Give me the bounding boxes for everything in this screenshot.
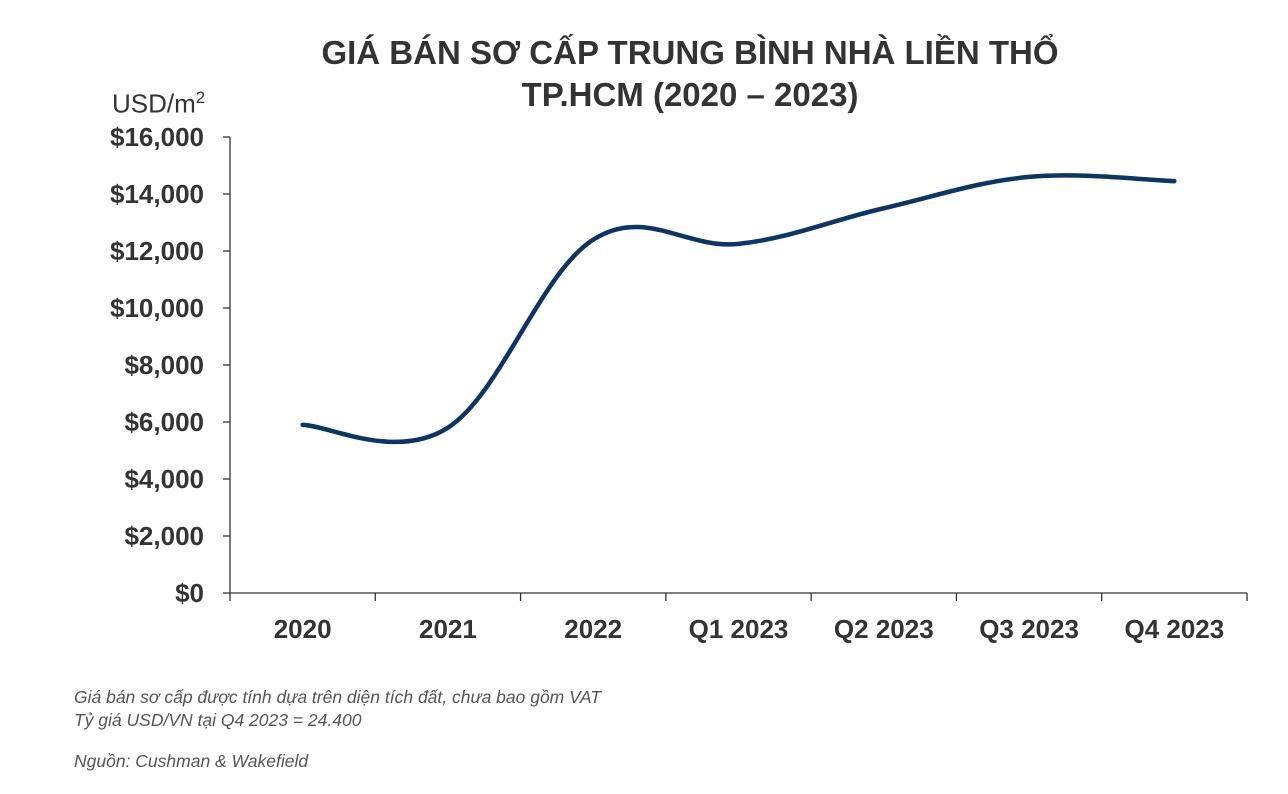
x-tick-label: Q4 2023: [1124, 614, 1224, 644]
x-tick-label: Q3 2023: [979, 614, 1079, 644]
y-tick-label: $16,000: [110, 122, 204, 152]
x-tick-label: Q1 2023: [689, 614, 789, 644]
x-tick-label: 2022: [564, 614, 622, 644]
chart-title-line-2: TP.HCM (2020 – 2023): [521, 76, 859, 113]
y-axis-unit-superscript: 2: [195, 88, 206, 107]
y-tick-label: $10,000: [110, 293, 204, 323]
y-tick-label: $0: [175, 578, 204, 608]
chart-title-line-1: GIÁ BÁN SƠ CẤP TRUNG BÌNH NHÀ LIỀN THỔ: [321, 34, 1059, 71]
chart-axes: [229, 137, 1247, 594]
y-tick-label: $8,000: [124, 350, 204, 380]
y-tick-label: $4,000: [124, 464, 204, 494]
y-tick-label: $2,000: [124, 521, 204, 551]
x-tick-label: 2020: [274, 614, 332, 644]
y-axis-ticks: $0 $2,000 $4,000 $6,000 $8,000 $10,000 $12,000…: [110, 122, 230, 608]
note-line-1: Giá bán sơ cấp được tính dựa trên diện t…: [74, 687, 601, 707]
y-axis-unit: USD/m2: [112, 88, 205, 120]
series-line: [300, 173, 1177, 445]
x-tick-label: 2021: [419, 614, 477, 644]
y-tick-label: $12,000: [110, 236, 204, 266]
y-tick-label: $6,000: [124, 407, 204, 437]
y-axis-unit-text: USD/m: [112, 88, 196, 119]
y-tick-label: $14,000: [110, 179, 204, 209]
chart-title: GIÁ BÁN SƠ CẤP TRUNG BÌNH NHÀ LIỀN THỔ T…: [230, 32, 1150, 116]
chart-notes: Giá bán sơ cấp được tính dựa trên diện t…: [74, 686, 601, 732]
x-axis-ticks: 2020 2021 2022 Q1 2023 Q2 2023 Q3 2023 Q4 2023: [229, 593, 1248, 644]
note-line-2: Tỷ giá USD/VN tại Q4 2023 = 24.400: [74, 710, 362, 730]
x-tick-label: Q2 2023: [834, 614, 934, 644]
series-line-group: [300, 173, 1177, 445]
source-note: Nguồn: Cushman & Wakefield: [74, 751, 309, 771]
